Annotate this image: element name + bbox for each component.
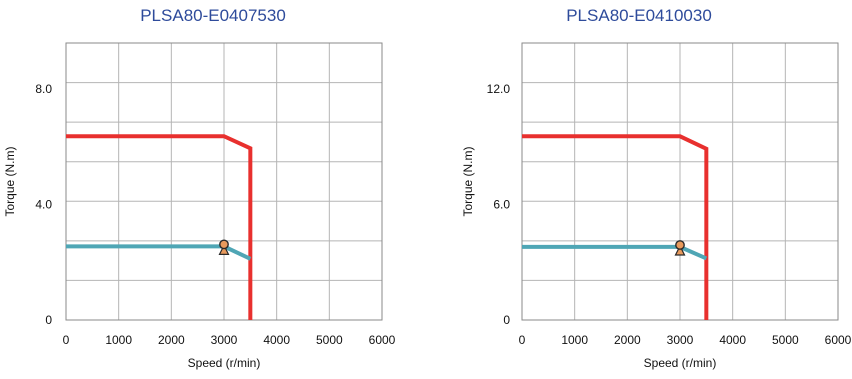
y-tick-label: 0 [45, 313, 52, 327]
x-axis-label: Speed (r/min) [644, 356, 717, 370]
rated-point-triangle [674, 244, 686, 256]
x-tick-label: 1000 [105, 333, 132, 347]
x-tick-label: 6000 [825, 333, 852, 347]
chart-title: PLSA80-E0407530 [140, 6, 286, 25]
chart-title: PLSA80-E0410030 [566, 6, 712, 25]
y-tick-label: 12.0 [487, 82, 511, 96]
chart-panel-1: PLSA80-E0407530 0 1000 2000 3000 4000 5000 600… [3, 6, 396, 370]
x-tick-label: 5000 [316, 333, 343, 347]
grid [65, 42, 383, 321]
x-tick-label: 2000 [614, 333, 641, 347]
chart-plot: 0 1000 2000 3000 4000 5000 6000 0 4.0 8.0 Speed (r… [3, 42, 396, 370]
x-tick-label: 4000 [719, 333, 746, 347]
rated-point-marker [675, 240, 685, 250]
x-tick-label: 3000 [667, 333, 694, 347]
y-tick-label: 6.0 [493, 198, 510, 212]
x-tick-label: 5000 [772, 333, 799, 347]
y-tick-label: 0 [503, 313, 510, 327]
rated-point-triangle [218, 244, 230, 256]
chart-panel-2: PLSA80-E0410030 0 1000 2000 3000 4000 5000 600… [426, 0, 852, 379]
grid [521, 42, 839, 321]
x-tick-label: 3000 [211, 333, 238, 347]
x-tick-label: 1000 [561, 333, 588, 347]
x-tick-label: 6000 [369, 333, 396, 347]
rated-point-marker [219, 239, 229, 250]
series-peak-torque-line [66, 134, 253, 320]
plot-frame [65, 42, 383, 321]
y-axis-label: Torque (N.m) [461, 146, 475, 216]
chart-plot: 0 1000 2000 3000 4000 5000 6000 0 6.0 12.0 Speed (… [461, 42, 852, 370]
x-tick-label: 2000 [158, 333, 185, 347]
x-tick-label: 0 [63, 333, 70, 347]
series-peak-torque-line [522, 134, 709, 320]
y-tick-label: 4.0 [35, 198, 52, 212]
x-tick-label: 0 [519, 333, 526, 347]
plot-frame [521, 42, 839, 321]
x-tick-label: 4000 [263, 333, 290, 347]
y-tick-label: 8.0 [35, 82, 52, 96]
y-axis-label: Torque (N.m) [3, 146, 17, 216]
x-axis-label: Speed (r/min) [188, 356, 261, 370]
